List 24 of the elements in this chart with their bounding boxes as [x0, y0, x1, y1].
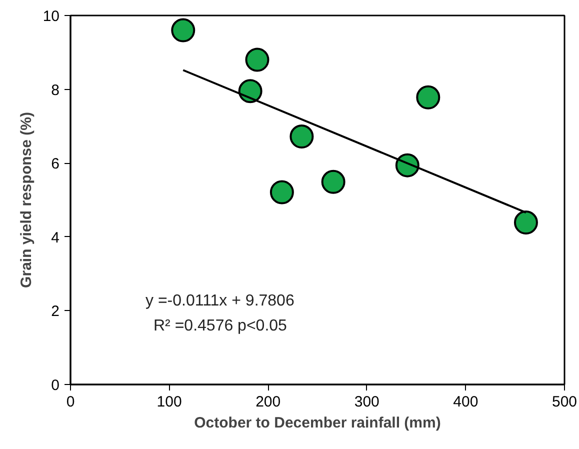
x-tick-label: 300 — [354, 394, 380, 410]
point — [245, 48, 270, 72]
point — [270, 180, 294, 204]
y-tick-label: 10 — [42, 8, 60, 25]
y-tick-label: 0 — [51, 377, 60, 394]
x-tick-label: 400 — [453, 394, 478, 410]
y-tick-label: 6 — [51, 156, 60, 173]
x-axis-title: October to December rainfall (mm) — [194, 414, 441, 432]
annotation: R² =0.4576 p<0.05 — [154, 318, 288, 334]
y-tick-label: 2 — [51, 303, 60, 320]
y-tick-label: 4 — [51, 229, 60, 246]
point — [321, 170, 346, 194]
point — [290, 124, 314, 149]
x-tick-label: 0 — [66, 394, 75, 410]
point — [171, 18, 196, 42]
x-tick-label: 500 — [552, 394, 578, 410]
point — [238, 79, 262, 104]
x-tick-label: 200 — [256, 394, 281, 410]
point — [416, 85, 440, 110]
y-tick-label: 8 — [51, 82, 60, 99]
x-tick-label: 100 — [156, 394, 182, 410]
annotation: y =-0.0111x + 9.7806 — [146, 292, 294, 310]
point — [514, 210, 538, 234]
y-axis-title: Grain yield response (%) — [18, 112, 35, 288]
